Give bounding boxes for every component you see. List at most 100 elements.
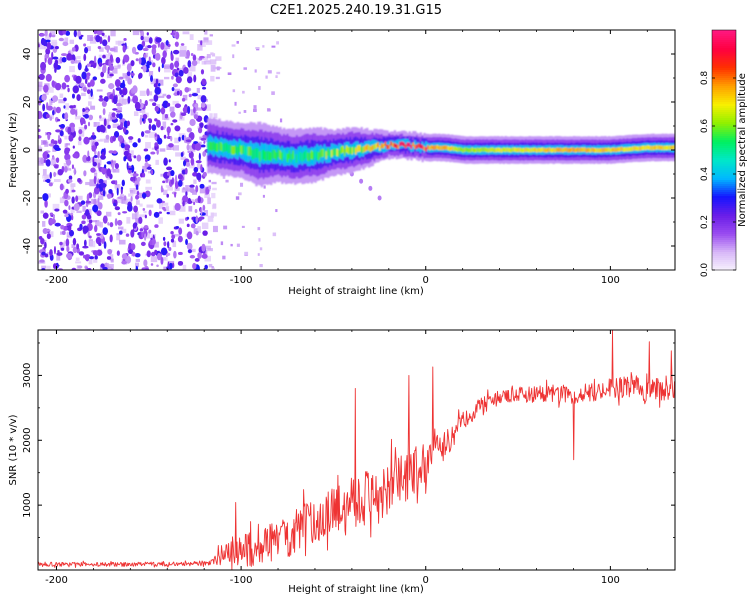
noise-speckle (128, 136, 134, 140)
noise-haze (212, 225, 218, 233)
noise-speckle (125, 233, 130, 237)
noise-speckle (49, 116, 53, 121)
signal-band-column (626, 147, 629, 152)
noise-speckle (166, 166, 173, 171)
signal-band-column (414, 144, 417, 150)
noise-haze (173, 233, 181, 237)
noise-speckle (169, 62, 174, 71)
noise-speckle (49, 218, 56, 225)
noise-speckle (161, 56, 166, 65)
noise-speckle (122, 211, 128, 214)
noise-haze (156, 104, 161, 110)
colorbar-swatch (712, 194, 736, 197)
noise-speckle (144, 130, 151, 134)
colorbar-swatch (712, 212, 736, 215)
noise-speckle (163, 241, 167, 247)
noise-speckle (156, 264, 159, 268)
noise-speckle (165, 178, 169, 183)
noise-haze (174, 187, 180, 191)
signal-band-column (526, 147, 530, 152)
noise-speckle (156, 119, 161, 128)
signal-band-column (401, 141, 404, 146)
noise-speckle (83, 43, 87, 47)
noise-speckle (149, 98, 155, 102)
noise-speck (235, 196, 240, 200)
noise-speckle (203, 140, 206, 144)
y-tick-label: -40 (22, 238, 33, 254)
signal-band-column (607, 147, 611, 152)
signal-band-column (414, 140, 417, 150)
signal-band-column (620, 146, 624, 151)
noise-speckle (126, 204, 133, 212)
noise-speck (236, 243, 240, 247)
noise-haze (207, 215, 214, 222)
noise-speckle (185, 161, 191, 167)
noise-speckle (138, 216, 143, 224)
signal-band-column (574, 148, 578, 153)
noise-speckle (78, 136, 82, 142)
signal-band-column (229, 144, 232, 154)
noise-haze (211, 192, 216, 199)
signal-band-column (576, 147, 579, 152)
noise-speckle (170, 122, 174, 126)
noise-haze (121, 198, 128, 204)
colorbar-swatch (712, 264, 736, 267)
signal-band-column (305, 149, 308, 159)
noise-speckle (194, 143, 202, 151)
signal-band-column (220, 142, 223, 151)
noise-haze (204, 245, 211, 250)
noise-speckle (117, 212, 121, 216)
noise-speck (223, 225, 228, 230)
noise-speckle (137, 138, 141, 143)
signal-band-column (491, 147, 495, 152)
colorbar-swatch (712, 192, 736, 195)
noise-speckle (40, 37, 46, 46)
noise-speckle (90, 167, 96, 173)
noise-speckle (42, 227, 48, 235)
signal-band-column (657, 145, 661, 150)
noise-speckle (47, 154, 50, 158)
signal-band-column (345, 145, 349, 153)
signal-band-column (631, 146, 635, 151)
noise-speckle (88, 256, 95, 260)
noise-speckle (84, 113, 89, 119)
signal-band-column (428, 145, 432, 151)
spectrogram-y-axis-label: Frequency (Hz) (8, 112, 19, 188)
noise-speckle (189, 184, 195, 188)
noise-speckle (77, 177, 82, 183)
noise-speckle (162, 206, 166, 210)
noise-speckle (133, 205, 138, 213)
noise-speckle (136, 154, 142, 162)
noise-haze (164, 76, 170, 80)
noise-speckle (200, 164, 203, 172)
noise-speckle (96, 210, 102, 217)
noise-speckle (195, 230, 199, 236)
noise-speckle (151, 46, 157, 56)
noise-haze (70, 186, 74, 193)
snr-x-axis-label: Height of straight line (km) (288, 584, 424, 595)
noise-speck (231, 44, 236, 47)
noise-haze (148, 171, 152, 174)
noise-speckle (190, 53, 194, 57)
signal-band-column (493, 148, 496, 153)
signal-band-column (571, 147, 574, 152)
signal-band-column (371, 144, 374, 151)
signal-band-column (399, 141, 402, 147)
colorbar-swatch (712, 266, 736, 269)
noise-speckle (166, 102, 171, 107)
noise-speckle (128, 157, 132, 162)
noise-speckle (71, 47, 76, 52)
colorbar-swatch (712, 202, 736, 205)
noise-speckle (154, 249, 158, 255)
signal-band-column (452, 146, 456, 151)
noise-speckle (105, 134, 110, 140)
noise-speckle (59, 241, 63, 246)
signal-band-column (330, 149, 334, 158)
noise-speckle (155, 52, 161, 61)
noise-haze (204, 193, 210, 198)
snr-background (38, 330, 675, 570)
y-tick-label: 3000 (22, 363, 33, 388)
noise-speckle (181, 134, 185, 141)
noise-speckle (67, 126, 72, 135)
noise-speckle (152, 62, 156, 68)
